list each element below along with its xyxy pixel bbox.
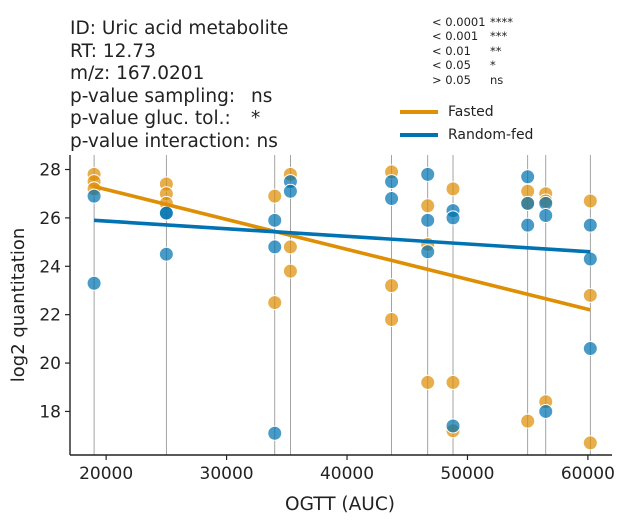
mass-to-charge: m/z: 167.0201 (70, 63, 205, 84)
random-fed-point (384, 174, 400, 190)
regression-lines (93, 184, 591, 312)
significance-key-row: > 0.05 ns (432, 73, 513, 87)
significance-key: < 0.0001 **** < 0.001 *** < 0.01 ** < 0.05 *… (432, 15, 513, 87)
fasted-point (384, 312, 400, 328)
random-fed-point (538, 207, 554, 223)
random-fed-point (520, 169, 536, 185)
significance-threshold: < 0.01 (432, 43, 471, 58)
random-fed-point (582, 217, 598, 233)
x-tick-label: 30000 (200, 464, 254, 484)
random-fed-point (420, 244, 436, 260)
significance-threshold: < 0.001 (432, 29, 479, 44)
pvalue-interaction: p-value interaction: ns (70, 131, 288, 154)
pvalue-label: p-value gluc. tol.: (70, 108, 231, 129)
fasted-point (267, 188, 283, 204)
random-fed-point (420, 166, 436, 182)
fasted-point (384, 278, 400, 294)
legend-label-random-fed: Random-fed (448, 126, 534, 143)
y-tick-label: 26 (39, 209, 61, 229)
legend-swatch-random-fed (400, 132, 438, 137)
x-tick-label: 40000 (320, 464, 374, 484)
fasted-point (420, 198, 436, 214)
legend: Fasted Random-fed (400, 100, 533, 146)
x-tick-label: 50000 (440, 464, 494, 484)
fasted-point (282, 239, 298, 255)
random-fed-point (86, 275, 102, 291)
random-fed-point (282, 183, 298, 199)
random-fed-regression-line (93, 218, 591, 254)
y-tick-label: 28 (39, 161, 61, 181)
legend-item-fasted: Fasted (400, 100, 533, 123)
y-tick-label: 24 (39, 257, 61, 277)
data-points (86, 164, 598, 451)
fasted-point (267, 295, 283, 311)
legend-label-fasted: Fasted (448, 103, 494, 120)
random-fed-point (420, 212, 436, 228)
x-tick-label: 20000 (79, 464, 133, 484)
pvalue-label: p-value sampling: (70, 85, 236, 107)
random-fed-point (267, 425, 283, 441)
y-axis-label: log2 quantitation (8, 228, 29, 383)
significance-threshold: > 0.05 (432, 72, 471, 87)
random-fed-point (445, 210, 461, 226)
fasted-point (445, 374, 461, 390)
fasted-point (445, 181, 461, 197)
random-fed-point (158, 246, 174, 262)
significance-key-row: < 0.01 ** (432, 44, 513, 58)
significance-symbol: ns (490, 72, 504, 87)
random-fed-point (520, 217, 536, 233)
significance-threshold: < 0.0001 (432, 15, 486, 29)
significance-key-row: < 0.05 * (432, 58, 513, 72)
feature-id: ID: Uric acid metabolite (70, 18, 289, 39)
x-tick-label: 60000 (561, 464, 615, 484)
fasted-point (282, 263, 298, 279)
significance-symbol: ** (490, 43, 502, 58)
fasted-regression-line (93, 184, 591, 312)
x-axis-label: OGTT (AUC) (285, 494, 395, 515)
significance-symbol: * (490, 58, 496, 73)
pvalue-label: p-value interaction: (70, 130, 251, 152)
significance-threshold: < 0.05 (432, 58, 471, 73)
significance-symbol: **** (490, 15, 513, 29)
random-fed-point (267, 239, 283, 255)
significance-key-row: < 0.001 *** (432, 29, 513, 43)
pvalue-sampling: p-value sampling: ns (70, 86, 288, 109)
fasted-point (520, 413, 536, 429)
feature-info: ID: Uric acid metabolite RT: 12.73 m/z: … (70, 18, 288, 153)
pvalue-glucose-tolerance: p-value gluc. tol.: * (70, 108, 288, 131)
random-fed-point (520, 195, 536, 211)
random-fed-point (267, 212, 283, 228)
legend-item-random-fed: Random-fed (400, 123, 533, 146)
pvalue-value: * (251, 108, 261, 129)
y-tick-label: 20 (39, 354, 61, 374)
random-fed-point (384, 191, 400, 207)
legend-swatch-fasted (400, 109, 438, 114)
random-fed-point (158, 205, 174, 221)
random-fed-point (445, 418, 461, 434)
significance-symbol: *** (490, 29, 508, 44)
random-fed-point (86, 188, 102, 204)
y-tick-label: 22 (39, 306, 61, 326)
pvalue-value: ns (256, 130, 278, 152)
random-fed-point (538, 403, 554, 419)
fasted-point (582, 435, 598, 451)
y-tick-label: 18 (39, 402, 61, 422)
pvalue-value: ns (251, 85, 273, 107)
fasted-point (582, 193, 598, 209)
fasted-point (582, 287, 598, 303)
axes: 20000 30000 40000 50000 60000 18 20 22 24 26 28 (39, 155, 615, 484)
fasted-point (420, 374, 436, 390)
random-fed-point (582, 251, 598, 267)
retention-time: RT: 12.73 (70, 40, 156, 62)
random-fed-point (582, 341, 598, 357)
significance-key-row: < 0.0001 **** (432, 15, 513, 29)
